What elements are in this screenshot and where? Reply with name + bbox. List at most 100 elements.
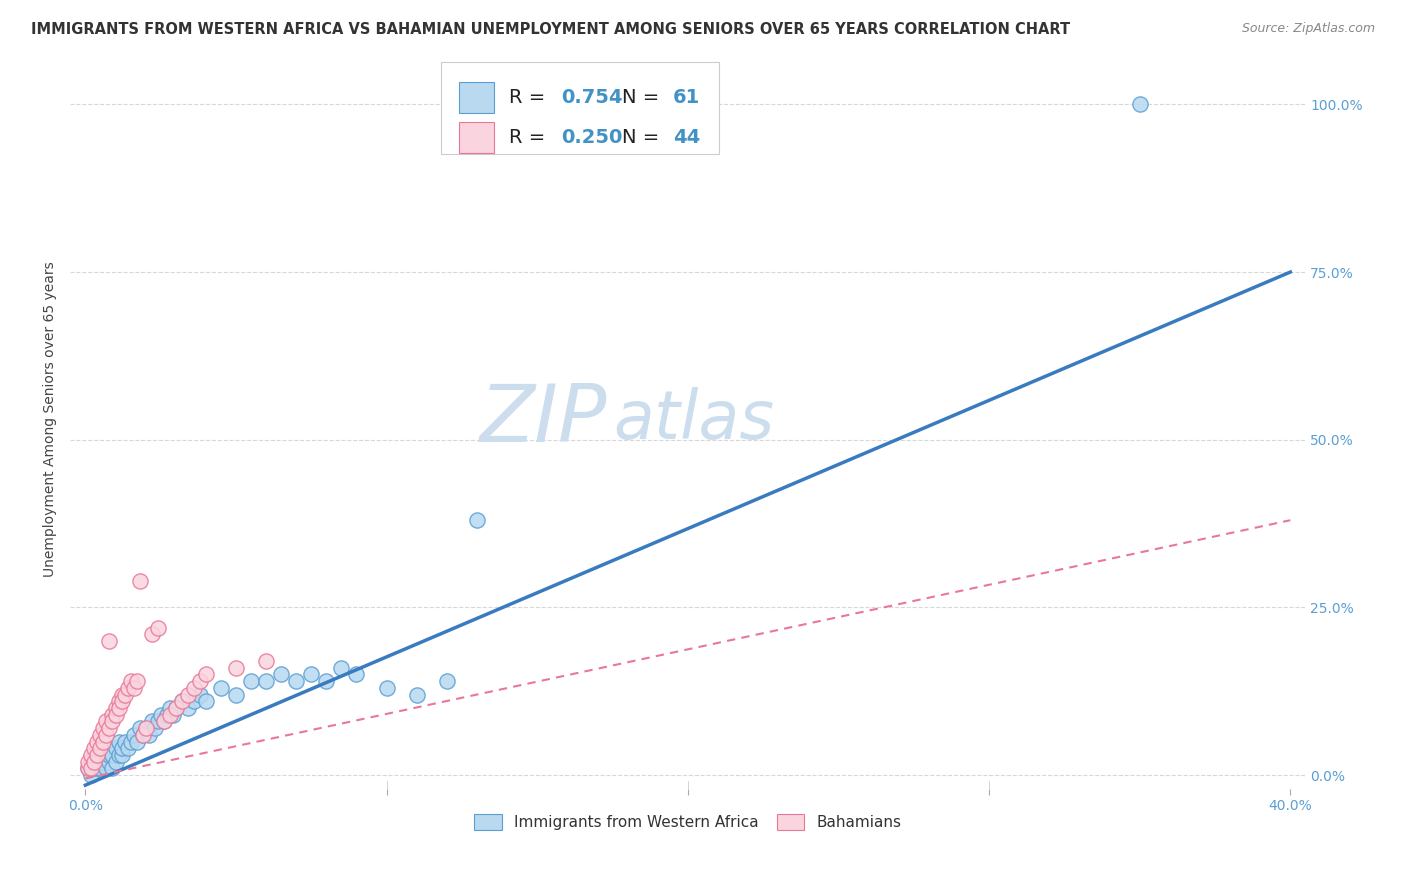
Point (299, 667, 322, 681)
Point (183, 681, 205, 695)
Point (89, 755, 111, 769)
FancyBboxPatch shape (441, 62, 718, 154)
Point (93, 734, 115, 748)
Point (125, 674, 148, 689)
Point (141, 714, 163, 729)
Point (183, 694, 205, 708)
Point (125, 734, 148, 748)
Point (135, 721, 157, 735)
Point (135, 721, 157, 735)
Legend: Immigrants from Western Africa, Bahamians: Immigrants from Western Africa, Bahamian… (468, 808, 908, 836)
Point (77, 761, 100, 775)
Point (104, 707, 127, 722)
Point (270, 667, 292, 681)
Point (83, 741, 105, 756)
Point (96, 741, 118, 756)
Point (159, 701, 181, 715)
Text: IMMIGRANTS FROM WESTERN AFRICA VS BAHAMIAN UNEMPLOYMENT AMONG SENIORS OVER 65 YE: IMMIGRANTS FROM WESTERN AFRICA VS BAHAMI… (31, 22, 1070, 37)
Point (117, 741, 139, 756)
Point (77, 761, 100, 775)
Text: Source: ZipAtlas.com: Source: ZipAtlas.com (1241, 22, 1375, 36)
Point (101, 707, 124, 722)
Point (159, 707, 181, 722)
Text: 0.250: 0.250 (561, 128, 621, 147)
Point (285, 674, 308, 689)
Point (110, 741, 132, 756)
Point (315, 674, 337, 689)
Point (98, 634, 121, 648)
Point (346, 667, 368, 681)
Point (152, 714, 174, 729)
Point (101, 761, 124, 775)
Text: 44: 44 (673, 128, 700, 147)
Point (146, 621, 169, 635)
Point (86, 761, 108, 775)
Point (98, 755, 121, 769)
Point (177, 688, 200, 702)
Point (104, 755, 127, 769)
Point (110, 747, 132, 762)
Point (225, 661, 247, 675)
Point (86, 755, 108, 769)
Text: atlas: atlas (614, 386, 775, 452)
Point (138, 728, 160, 742)
Point (89, 728, 111, 742)
Point (188, 688, 211, 702)
Point (405, 688, 427, 702)
Point (152, 714, 174, 729)
Point (225, 688, 247, 702)
Point (162, 707, 184, 722)
Point (114, 734, 136, 748)
Point (375, 681, 398, 695)
Point (114, 688, 136, 702)
Point (131, 728, 153, 742)
Point (107, 734, 129, 748)
Point (254, 654, 277, 668)
Point (83, 761, 105, 775)
Point (96, 761, 118, 775)
Point (107, 701, 129, 715)
Point (80, 747, 103, 762)
Point (93, 755, 115, 769)
Point (120, 674, 142, 689)
Point (86, 734, 108, 748)
Point (465, 513, 488, 527)
Point (177, 701, 200, 715)
Point (86, 747, 108, 762)
Point (77, 755, 100, 769)
Point (107, 747, 129, 762)
FancyBboxPatch shape (460, 122, 494, 153)
Point (122, 681, 145, 695)
Point (96, 714, 118, 729)
Point (83, 755, 105, 769)
Y-axis label: Unemployment Among Seniors over 65 years: Unemployment Among Seniors over 65 years (44, 261, 58, 577)
Point (104, 701, 127, 715)
Point (170, 694, 193, 708)
Point (146, 714, 169, 729)
Point (80, 768, 103, 782)
Point (240, 674, 263, 689)
Point (93, 747, 115, 762)
Point (122, 728, 145, 742)
Point (156, 707, 179, 722)
Point (165, 701, 187, 715)
Point (120, 734, 142, 748)
Point (107, 694, 129, 708)
Text: 61: 61 (673, 88, 700, 107)
Point (143, 721, 166, 735)
Point (101, 747, 124, 762)
Point (194, 694, 217, 708)
Point (194, 667, 217, 681)
Point (1129, 97, 1152, 112)
Point (436, 674, 458, 689)
Point (83, 747, 105, 762)
Point (330, 661, 353, 675)
Point (170, 694, 193, 708)
Point (209, 681, 232, 695)
Point (117, 681, 139, 695)
Point (101, 714, 124, 729)
Point (165, 701, 187, 715)
Text: ZIP: ZIP (481, 381, 607, 458)
Point (96, 728, 118, 742)
Text: 0.754: 0.754 (561, 88, 621, 107)
